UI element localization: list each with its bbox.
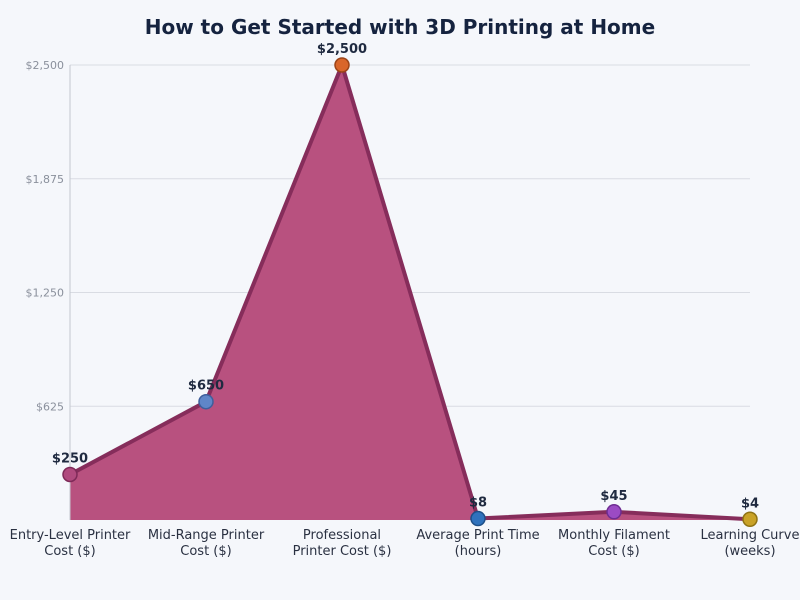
y-tick-label: $1,875 [26, 173, 65, 186]
x-tick-label: Professional Printer Cost ($) [293, 528, 392, 559]
x-tick-label: Entry-Level Printer Cost ($) [10, 528, 131, 559]
data-point-marker [334, 57, 350, 73]
chart-title: How to Get Started with 3D Printing at H… [145, 15, 655, 39]
data-label: $650 [188, 379, 224, 394]
data-markers [62, 57, 758, 528]
x-tick-label: Average Print Time (hours) [416, 528, 539, 559]
data-label: $45 [600, 489, 627, 504]
data-label: $4 [741, 496, 759, 511]
data-area [69, 63, 751, 522]
y-axis-ticks: $625 $1,250 $1,875 $2,500 [26, 59, 65, 413]
area-line [69, 63, 751, 522]
data-label: $8 [469, 496, 487, 511]
x-tick-label: Monthly Filament Cost ($) [558, 528, 670, 559]
data-label: $250 [52, 452, 88, 467]
data-point-marker [742, 511, 758, 528]
y-tick-label: $625 [36, 400, 64, 413]
data-label: $2,500 [317, 42, 367, 57]
y-tick-label: $1,250 [26, 287, 65, 300]
data-point-marker [198, 393, 214, 410]
x-axis-ticks: Entry-Level Printer Cost ($) Mid-Range Pri… [10, 528, 800, 559]
x-tick-label: Learning Curve (weeks) [701, 528, 800, 559]
y-tick-label: $2,500 [26, 59, 65, 72]
x-tick-label: Mid-Range Printer Cost ($) [148, 528, 265, 559]
data-point-marker [470, 510, 486, 527]
data-labels: $250 $650 $2,500 $8 $45 $4 [52, 42, 759, 511]
data-point-marker [62, 466, 78, 483]
data-point-marker [606, 504, 622, 520]
